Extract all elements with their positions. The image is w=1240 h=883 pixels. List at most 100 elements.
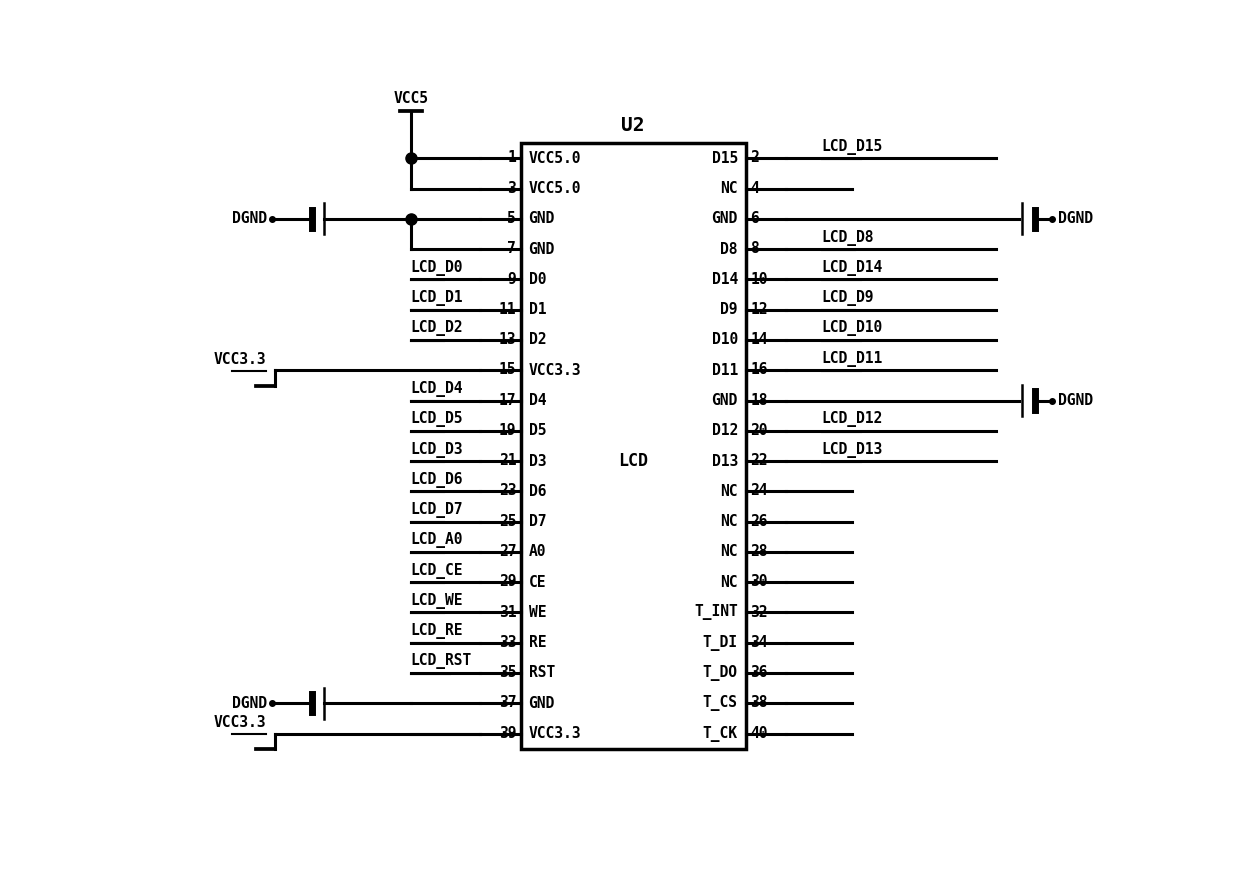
Text: NC: NC bbox=[720, 181, 738, 196]
Text: 25: 25 bbox=[498, 514, 516, 529]
Text: 7: 7 bbox=[507, 241, 516, 256]
Text: D5: D5 bbox=[528, 423, 546, 438]
Text: D14: D14 bbox=[712, 272, 738, 287]
Text: LCD_D1: LCD_D1 bbox=[410, 291, 464, 306]
Text: 14: 14 bbox=[750, 332, 768, 347]
Text: D12: D12 bbox=[712, 423, 738, 438]
Text: 17: 17 bbox=[498, 393, 516, 408]
Text: LCD_WE: LCD_WE bbox=[410, 593, 464, 609]
Text: 31: 31 bbox=[498, 605, 516, 620]
Text: RE: RE bbox=[528, 635, 546, 650]
Text: VCC3.3: VCC3.3 bbox=[213, 352, 265, 367]
Text: 1: 1 bbox=[507, 150, 516, 165]
Text: U2: U2 bbox=[621, 117, 645, 135]
Text: LCD_D8: LCD_D8 bbox=[821, 230, 874, 245]
Text: LCD_D13: LCD_D13 bbox=[821, 442, 883, 457]
Text: D6: D6 bbox=[528, 484, 546, 499]
Text: 34: 34 bbox=[750, 635, 768, 650]
Text: 8: 8 bbox=[750, 241, 759, 256]
Text: NC: NC bbox=[720, 575, 738, 590]
Text: D4: D4 bbox=[528, 393, 546, 408]
Text: 11: 11 bbox=[498, 302, 516, 317]
Text: 27: 27 bbox=[498, 544, 516, 559]
Text: 18: 18 bbox=[750, 393, 768, 408]
Text: LCD_RE: LCD_RE bbox=[410, 623, 464, 639]
Text: D2: D2 bbox=[528, 333, 546, 347]
Text: D7: D7 bbox=[528, 514, 546, 529]
Text: NC: NC bbox=[720, 484, 738, 499]
Bar bbox=[521, 143, 745, 749]
Text: GND: GND bbox=[712, 211, 738, 226]
Text: LCD_D3: LCD_D3 bbox=[410, 442, 464, 457]
Text: 6: 6 bbox=[750, 211, 759, 226]
Text: LCD_A0: LCD_A0 bbox=[410, 532, 464, 548]
Text: 32: 32 bbox=[750, 605, 768, 620]
Text: 16: 16 bbox=[750, 362, 768, 377]
Text: D1: D1 bbox=[528, 302, 546, 317]
Text: LCD_D5: LCD_D5 bbox=[410, 411, 464, 427]
Text: 22: 22 bbox=[750, 453, 768, 468]
Text: NC: NC bbox=[720, 545, 738, 559]
Text: DGND: DGND bbox=[1058, 211, 1092, 226]
Text: LCD_D2: LCD_D2 bbox=[410, 321, 464, 336]
Text: LCD_D7: LCD_D7 bbox=[410, 502, 464, 518]
Text: LCD_D10: LCD_D10 bbox=[821, 321, 883, 336]
Text: LCD_D15: LCD_D15 bbox=[821, 139, 883, 155]
Text: 13: 13 bbox=[498, 332, 516, 347]
Text: LCD_CE: LCD_CE bbox=[410, 562, 464, 578]
Text: 15: 15 bbox=[498, 362, 516, 377]
Text: D10: D10 bbox=[712, 333, 738, 347]
Text: VCC5.0: VCC5.0 bbox=[528, 151, 582, 166]
Text: 29: 29 bbox=[498, 574, 516, 589]
Text: T_CS: T_CS bbox=[703, 695, 738, 711]
Text: 2: 2 bbox=[750, 150, 759, 165]
Text: LCD_RST: LCD_RST bbox=[410, 653, 472, 669]
Text: WE: WE bbox=[528, 605, 546, 620]
Text: GND: GND bbox=[712, 393, 738, 408]
Text: LCD: LCD bbox=[619, 452, 649, 471]
Text: 9: 9 bbox=[507, 272, 516, 286]
Text: GND: GND bbox=[528, 211, 554, 226]
Text: LCD_D0: LCD_D0 bbox=[410, 260, 464, 276]
Text: LCD_D4: LCD_D4 bbox=[410, 381, 464, 397]
Text: 20: 20 bbox=[750, 423, 768, 438]
Text: D11: D11 bbox=[712, 363, 738, 378]
Text: GND: GND bbox=[528, 696, 554, 711]
Text: 23: 23 bbox=[498, 483, 516, 498]
Text: D13: D13 bbox=[712, 454, 738, 469]
Text: D0: D0 bbox=[528, 272, 546, 287]
Text: T_INT: T_INT bbox=[694, 605, 738, 621]
Text: LCD_D12: LCD_D12 bbox=[821, 411, 883, 427]
Text: D15: D15 bbox=[712, 151, 738, 166]
Text: VCC5.0: VCC5.0 bbox=[528, 181, 582, 196]
Text: 21: 21 bbox=[498, 453, 516, 468]
Text: 38: 38 bbox=[750, 695, 768, 710]
Text: 12: 12 bbox=[750, 302, 768, 317]
Text: NC: NC bbox=[720, 514, 738, 529]
Text: RST: RST bbox=[528, 666, 554, 681]
Text: VCC3.3: VCC3.3 bbox=[528, 726, 582, 741]
Text: D8: D8 bbox=[720, 242, 738, 257]
Text: VCC3.3: VCC3.3 bbox=[213, 715, 265, 730]
Text: A0: A0 bbox=[528, 545, 546, 559]
Text: LCD_D14: LCD_D14 bbox=[821, 260, 883, 276]
Text: VCC3.3: VCC3.3 bbox=[528, 363, 582, 378]
Text: 24: 24 bbox=[750, 483, 768, 498]
Text: LCD_D11: LCD_D11 bbox=[821, 351, 883, 366]
Text: LCD_D6: LCD_D6 bbox=[410, 472, 464, 488]
Text: LCD_D9: LCD_D9 bbox=[821, 291, 874, 306]
Text: 35: 35 bbox=[498, 665, 516, 680]
Text: VCC5: VCC5 bbox=[393, 91, 428, 106]
Text: CE: CE bbox=[528, 575, 546, 590]
Text: D9: D9 bbox=[720, 302, 738, 317]
Text: 10: 10 bbox=[750, 272, 768, 286]
Text: 26: 26 bbox=[750, 514, 768, 529]
Text: 36: 36 bbox=[750, 665, 768, 680]
Text: D3: D3 bbox=[528, 454, 546, 469]
Text: 33: 33 bbox=[498, 635, 516, 650]
Text: 37: 37 bbox=[498, 695, 516, 710]
Text: 28: 28 bbox=[750, 544, 768, 559]
Text: T_DO: T_DO bbox=[703, 665, 738, 681]
Text: T_DI: T_DI bbox=[703, 635, 738, 651]
Text: 19: 19 bbox=[498, 423, 516, 438]
